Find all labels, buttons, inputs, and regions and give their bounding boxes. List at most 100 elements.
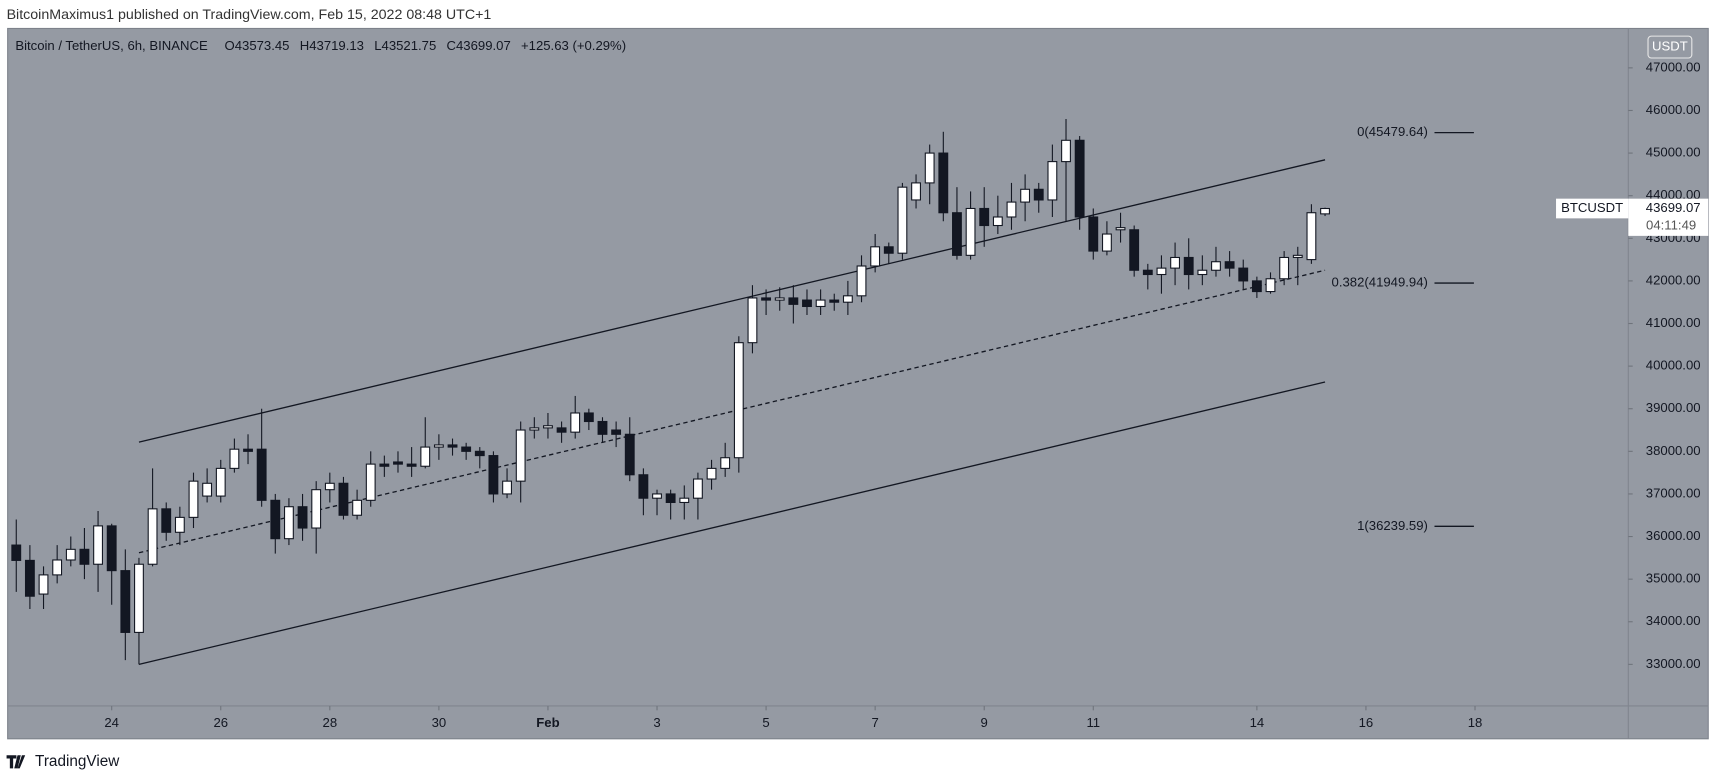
x-tick-label: 3 [653, 715, 660, 730]
candle-body [1306, 212, 1317, 261]
candle-body [652, 493, 662, 499]
candle-body [720, 457, 731, 469]
candle-body [256, 448, 267, 501]
candle-body [1074, 139, 1085, 218]
countdown: 04:11:49 [1646, 217, 1696, 232]
x-tick-label: 7 [871, 715, 878, 730]
candle-body [556, 427, 567, 433]
ohlc-value: 43521.75 [382, 39, 437, 54]
y-tick-label: 37000.00 [1646, 485, 1701, 500]
candle-body [420, 446, 431, 467]
candle-body [461, 446, 472, 452]
candle-body [502, 480, 512, 495]
candle-body [1142, 269, 1153, 276]
trendline [138, 159, 1326, 443]
candle-body [488, 455, 499, 495]
y-tick-label: 44000.00 [1646, 187, 1701, 202]
candle-body [1197, 269, 1208, 276]
x-tick-label: 14 [1250, 715, 1265, 730]
ticker-tag [1556, 198, 1629, 219]
candle-body [1006, 201, 1017, 218]
ohlc-value: 43699.07 [456, 39, 511, 54]
candle-body [324, 482, 335, 491]
candle-body [979, 207, 990, 227]
candle-body [134, 563, 144, 633]
candle-body [1224, 261, 1235, 269]
candle-body [1170, 256, 1181, 269]
candle-body [379, 463, 390, 467]
ohlc-value: 43719.13 [309, 39, 364, 54]
price-tag [1628, 198, 1709, 236]
candle-body [924, 152, 935, 184]
candle-body [870, 246, 881, 267]
candle-body [38, 574, 49, 595]
candle-body [229, 448, 240, 469]
candle-body [1047, 161, 1058, 201]
candle-body [1156, 267, 1167, 276]
candle-body [570, 412, 581, 433]
candle-body [406, 463, 417, 467]
currency-badge[interactable] [1647, 35, 1693, 59]
x-tick-label: 11 [1086, 715, 1100, 730]
candle-body [802, 299, 812, 308]
x-tick-label: 5 [762, 715, 769, 730]
candle-body [624, 433, 635, 476]
y-tick-label: 33000.00 [1646, 656, 1701, 671]
candle-body [597, 420, 608, 435]
candle-body [706, 467, 717, 480]
candle-body [1033, 188, 1044, 201]
y-tick-label: 35000.00 [1646, 571, 1701, 586]
candle-body [665, 493, 676, 504]
candle-body [1183, 256, 1194, 276]
candle-body [761, 297, 772, 301]
x-tick-label: 24 [104, 715, 119, 730]
brand: TradingView [35, 753, 120, 770]
publisher-line: BitcoinMaximus1 published on TradingView… [7, 7, 492, 23]
candle-body [583, 412, 594, 423]
currency: USDT [1652, 39, 1688, 54]
ohlc-letter: O [225, 39, 235, 54]
y-tick-label: 38000.00 [1646, 443, 1701, 458]
candle-body [856, 265, 867, 297]
candle-body [270, 499, 281, 540]
fib-label: 0.382(41949.94) [1332, 275, 1428, 290]
candle-body [297, 506, 308, 529]
x-tick-label: Feb [536, 715, 559, 730]
y-tick-label: 42000.00 [1646, 272, 1701, 287]
candle-body [1101, 233, 1112, 252]
candle-body [447, 444, 458, 448]
candle-body [65, 548, 76, 561]
x-tick-label: 16 [1359, 715, 1374, 730]
y-tick-label: 39000.00 [1646, 400, 1701, 415]
candle-body [215, 467, 226, 497]
candle-body [529, 427, 540, 431]
logo [6, 755, 26, 769]
candle-body [1211, 261, 1221, 271]
y-tick-label: 45000.00 [1646, 145, 1701, 160]
ohlc-letter: H [300, 39, 309, 54]
candle-body [188, 480, 199, 518]
candle-body [243, 448, 253, 452]
candle-body [202, 482, 213, 497]
x-tick-label: 26 [213, 715, 228, 730]
candle-body [692, 478, 703, 499]
candle-body [147, 508, 158, 565]
candle-body [24, 559, 35, 597]
ohlc-letter: L [374, 39, 381, 54]
candle-body [79, 548, 90, 565]
candle-body [611, 429, 622, 435]
x-tick-label: 30 [432, 715, 447, 730]
candle-body [952, 212, 962, 256]
candle-body [883, 246, 894, 254]
y-tick-label: 34000.00 [1646, 613, 1701, 628]
y-tick-label: 40000.00 [1646, 358, 1701, 373]
candle-body [1292, 254, 1303, 259]
y-tick-label: 41000.00 [1646, 315, 1701, 330]
change: +125.63 (+0.29%) [521, 39, 626, 54]
price-label: 43699.07 [1646, 200, 1701, 215]
candle-body [938, 152, 949, 214]
candle-body [93, 525, 103, 565]
axes: 33000.00 34000.00 35000.00 36000.00 37000.00… [104, 59, 1709, 730]
